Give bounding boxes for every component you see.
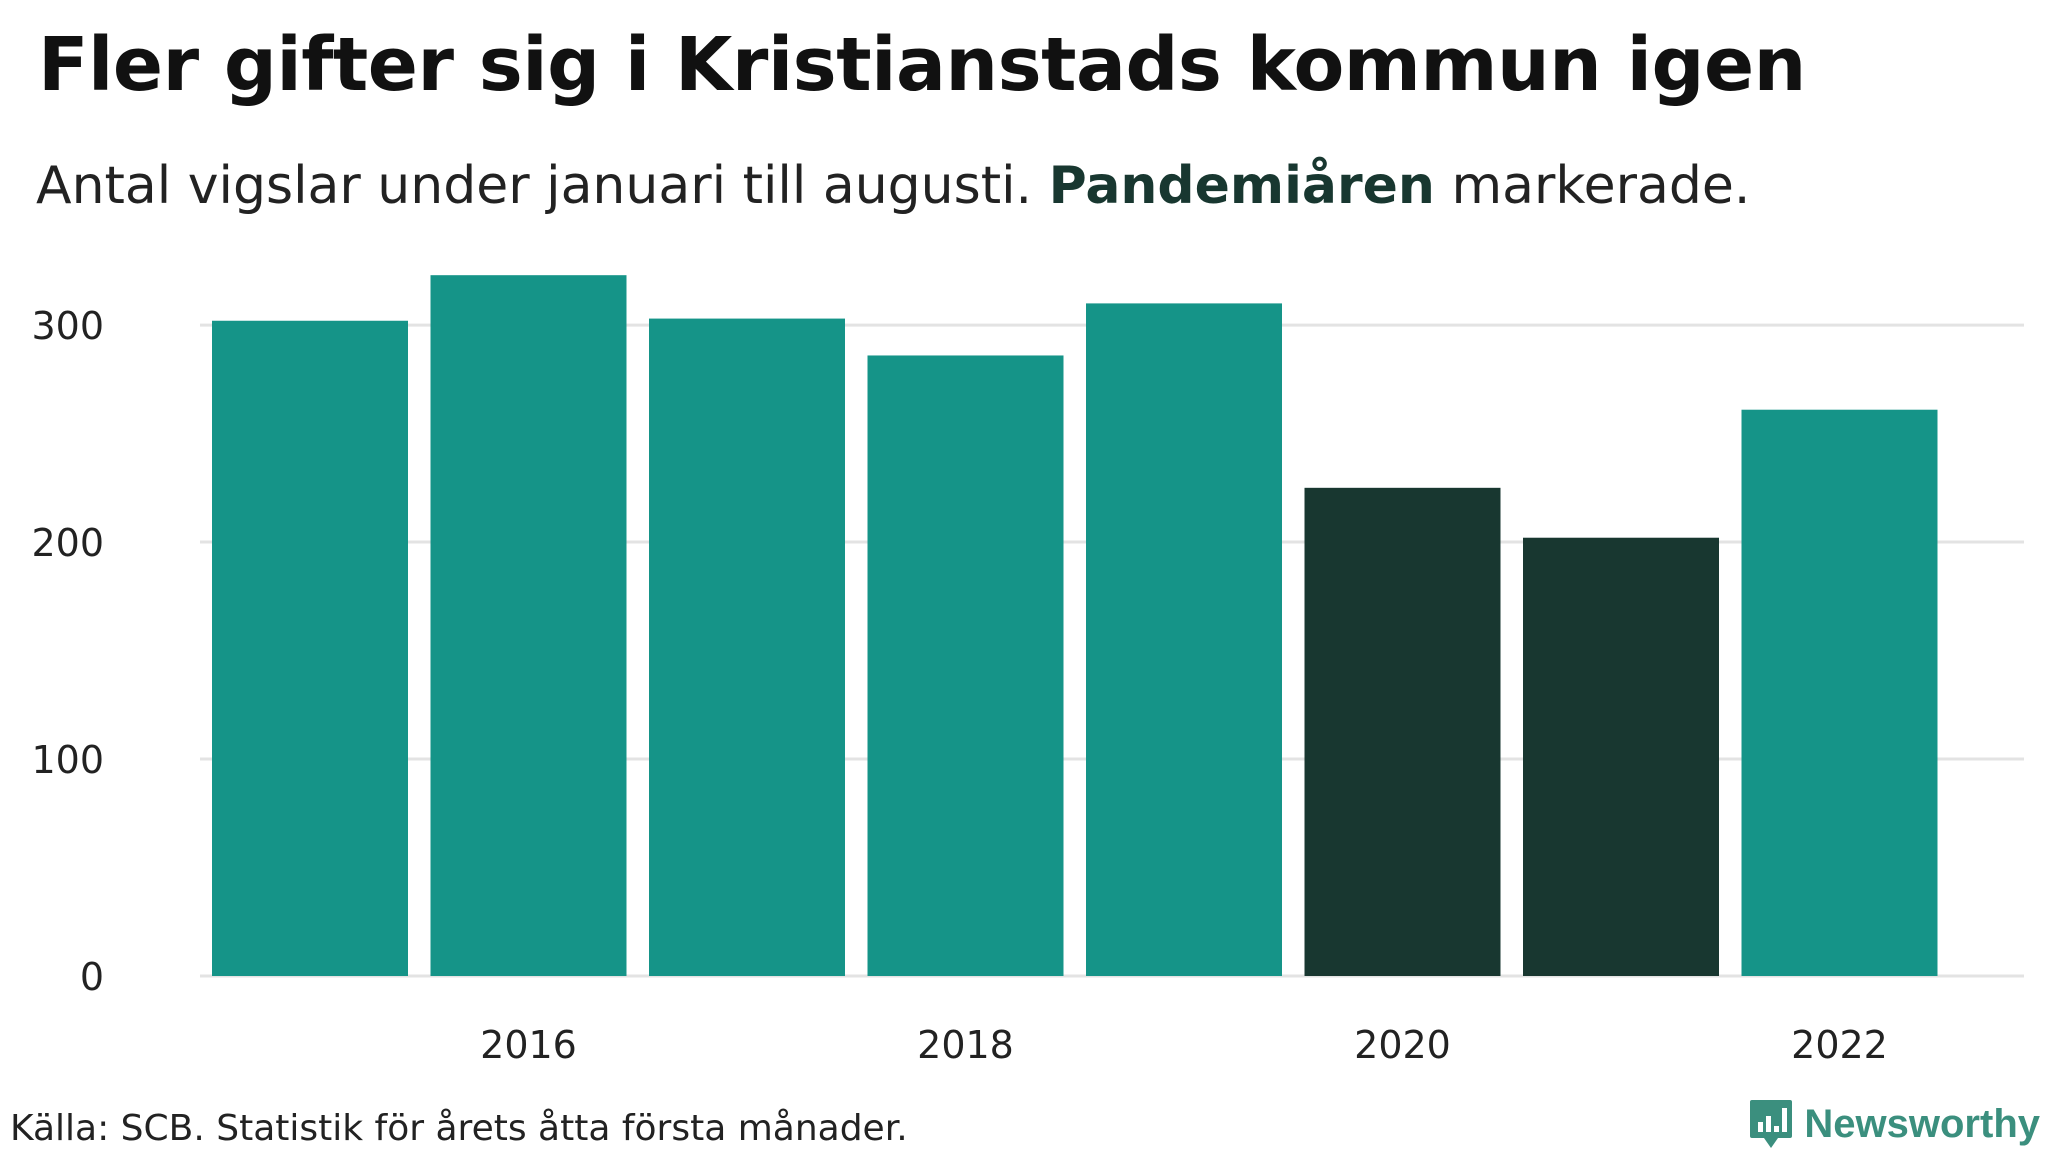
brand-name: Newsworthy <box>1804 1101 2040 1146</box>
bar-2015 <box>212 320 408 976</box>
x-tick-label: 2020 <box>1354 1023 1451 1067</box>
y-tick-label: 200 <box>31 521 104 565</box>
bar-2022 <box>1741 409 1938 976</box>
y-tick-label: 100 <box>31 738 104 782</box>
x-tick-label: 2018 <box>917 1023 1014 1067</box>
bar-2021 <box>1523 537 1719 976</box>
brand-logo: Newsworthy <box>1748 1098 2040 1150</box>
bar-2019 <box>1086 303 1282 977</box>
bar-2017 <box>649 318 845 977</box>
chart-subtitle: Antal vigslar under januari till augusti… <box>36 156 1750 216</box>
subtitle-highlight: Pandemiåren <box>1048 156 1435 216</box>
bar-chart: 0 100 200 300 2016 2018 2020 2022 <box>31 275 2024 1067</box>
subtitle-suffix: markerade. <box>1451 156 1751 216</box>
x-tick-label: 2022 <box>1791 1023 1888 1067</box>
y-tick-label: 300 <box>31 304 104 348</box>
newsworthy-logo-icon <box>1750 1100 1793 1148</box>
x-tick-label: 2016 <box>480 1023 577 1067</box>
source-note: Källa: SCB. Statistik för årets åtta för… <box>10 1108 908 1149</box>
chart-title: Fler gifter sig i Kristianstads kommun i… <box>38 22 1806 108</box>
bar-2016 <box>430 275 627 976</box>
bar-2018 <box>867 355 1064 976</box>
subtitle-prefix: Antal vigslar under januari till augusti… <box>36 156 1033 216</box>
y-tick-label: 0 <box>80 955 104 999</box>
bar-2020 <box>1304 487 1501 976</box>
